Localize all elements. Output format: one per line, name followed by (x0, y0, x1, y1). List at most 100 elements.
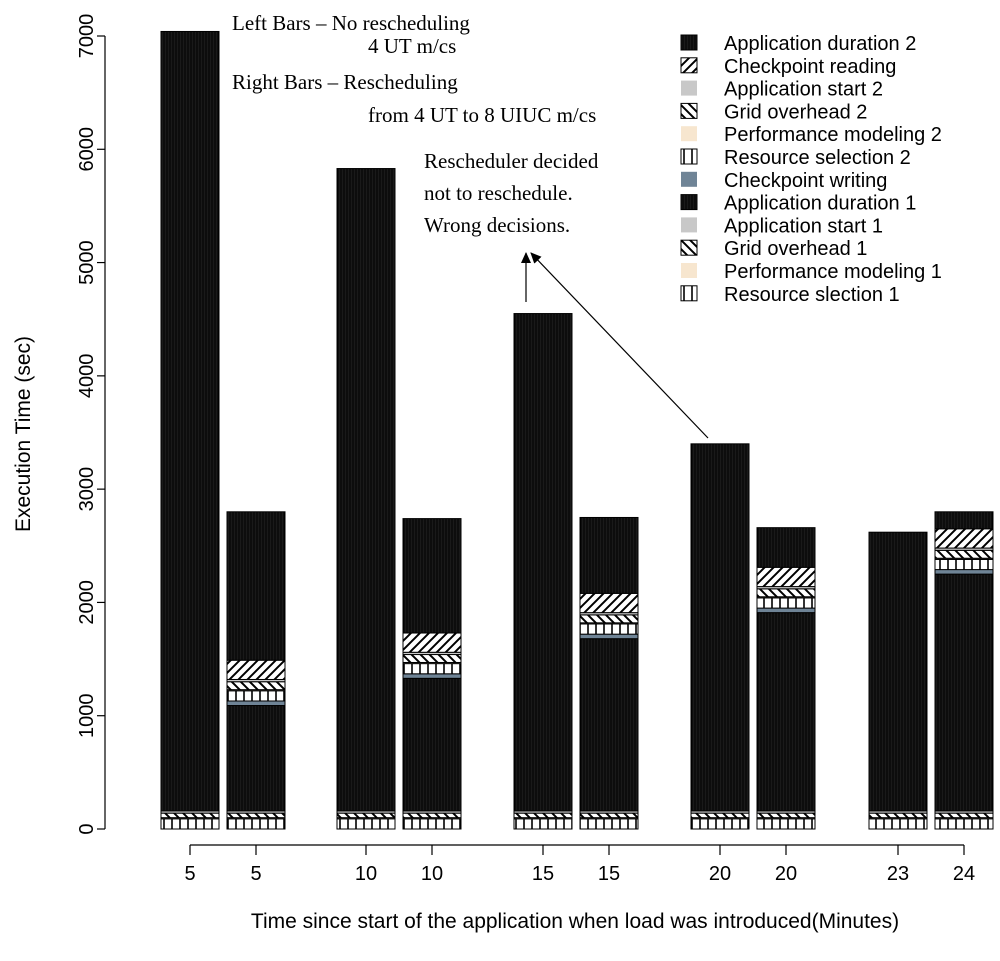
y-tick-label: 4000 (76, 354, 98, 399)
bar-segment-checkpoint-reading (579, 592, 639, 614)
arrow-to-note-diagonal (530, 252, 709, 439)
bar-segment-resource-slection-1 (934, 818, 994, 830)
bar-segment-grid-overhead-1 (690, 812, 750, 819)
bar-segment-checkpoint-reading (226, 659, 286, 680)
bar-segment-resource-selection-2 (402, 663, 462, 675)
x-tick-label: 10 (421, 863, 443, 885)
legend-swatch (680, 194, 698, 211)
bar-segment-application-duration-1 (336, 168, 396, 812)
x-tick-label: 15 (532, 863, 554, 885)
legend-item-application-duration-2: Application duration 2 (680, 33, 916, 55)
bar-segment-resource-slection-1 (336, 818, 396, 830)
y-tick-label: 6000 (76, 127, 98, 172)
bar-segment-application-duration-1 (868, 531, 928, 812)
legend-item-application-duration-1: Application duration 1 (680, 193, 916, 215)
bar-segment-application-duration-2 (756, 527, 816, 568)
y-tick-label: 2000 (76, 580, 98, 625)
bar-segment-checkpoint-reading (934, 528, 994, 549)
annotation-note-line2: not to reschedule. (424, 181, 573, 205)
x-tick-label: 5 (250, 863, 261, 885)
x-tick-label: 23 (887, 863, 909, 885)
bar-segment-application-duration-1 (226, 705, 286, 812)
bar-segment-resource-slection-1 (690, 818, 750, 830)
y-tick-label: 5000 (76, 240, 98, 285)
annotation-right-bars-line2: from 4 UT to 8 UIUC m/cs (368, 103, 596, 127)
legend-swatch (681, 80, 697, 96)
bar-segment-grid-overhead-1 (513, 812, 573, 819)
bar-segment-grid-overhead-1 (934, 812, 994, 819)
bar-segment-checkpoint-reading (402, 632, 462, 653)
annotation-note-line3: Wrong decisions. (424, 213, 570, 237)
bar-stack-7 (690, 443, 750, 830)
y-tick-label: 1000 (76, 693, 98, 738)
x-axis-label: Time since start of the application when… (251, 910, 899, 933)
bar-stack-9 (868, 531, 928, 830)
bar-segment-grid-overhead-1 (336, 812, 396, 819)
legend-label: Resource slection 1 (724, 284, 900, 306)
legend-label: Performance modeling 1 (724, 261, 942, 283)
legend-item-checkpoint-writing: Checkpoint writing (681, 170, 887, 192)
legend-label: Application duration 2 (724, 33, 916, 55)
x-tick-label: 10 (355, 863, 377, 885)
bars (160, 30, 994, 830)
bar-segment-grid-overhead-2 (934, 549, 994, 559)
bar-segment-resource-slection-1 (402, 818, 462, 830)
axes: 0 1000 2000 3000 4000 5000 6000 7000 5 5 10 10 15 15 2… (76, 14, 975, 885)
bar-segment-application-duration-1 (160, 30, 220, 812)
legend-label: Application start 2 (724, 79, 883, 101)
bar-stack-1 (160, 30, 220, 830)
legend-label: Checkpoint writing (724, 170, 887, 192)
legend-item-performance-modeling-2: Performance modeling 2 (681, 124, 942, 146)
legend-swatch (681, 171, 697, 187)
bar-stack-10 (934, 511, 994, 830)
legend-item-application-start-2: Application start 2 (681, 79, 883, 101)
legend-swatch (680, 285, 698, 302)
annotation-left-bars-line2: 4 UT m/cs (368, 34, 456, 58)
bar-segment-resource-slection-1 (226, 818, 286, 830)
bar-segment-resource-selection-2 (756, 597, 816, 609)
legend-label: Application duration 1 (724, 193, 916, 215)
bar-segment-checkpoint-writing (579, 633, 639, 640)
bar-segment-grid-overhead-1 (756, 812, 816, 819)
bar-segment-application-duration-1 (513, 313, 573, 812)
bar-segment-resource-slection-1 (513, 818, 573, 830)
bar-segment-grid-overhead-2 (756, 588, 816, 598)
bar-segment-grid-overhead-1 (402, 812, 462, 819)
bar-segment-grid-overhead-2 (402, 654, 462, 663)
bar-segment-grid-overhead-1 (579, 812, 639, 819)
bar-stack-5 (513, 313, 573, 830)
bar-segment-checkpoint-writing (402, 673, 462, 679)
bar-segment-application-duration-1 (690, 443, 750, 812)
bar-segment-resource-slection-1 (579, 818, 639, 830)
legend-label: Performance modeling 2 (724, 124, 942, 146)
y-tick-label: 7000 (76, 14, 98, 59)
bar-stack-3 (336, 168, 396, 830)
bar-segment-application-duration-2 (579, 516, 639, 594)
bar-segment-resource-selection-2 (226, 690, 286, 702)
legend-swatch (680, 148, 698, 165)
legend-label: Application start 1 (724, 215, 883, 237)
legend-swatch (680, 34, 698, 51)
bar-stack-4 (402, 518, 462, 830)
bar-segment-resource-selection-2 (579, 623, 639, 635)
legend-item-grid-overhead-2: Grid overhead 2 (680, 101, 867, 123)
bar-segment-grid-overhead-1 (160, 812, 220, 819)
bar-stack-6 (579, 516, 639, 830)
x-tick-label: 5 (184, 863, 195, 885)
legend-swatch (680, 239, 698, 256)
legend-item-application-start-1: Application start 1 (681, 215, 883, 237)
legend-item-resource-selection-2: Resource selection 2 (680, 147, 911, 169)
bar-segment-grid-overhead-2 (579, 614, 639, 624)
bar-segment-resource-slection-1 (160, 818, 220, 830)
legend-label: Resource selection 2 (724, 147, 911, 169)
legend-item-performance-modeling-1: Performance modeling 1 (681, 261, 942, 283)
bar-segment-grid-overhead-1 (868, 812, 928, 819)
x-tick-label: 15 (598, 863, 620, 885)
bar-segment-application-duration-1 (934, 573, 994, 812)
bar-segment-checkpoint-writing (934, 569, 994, 575)
bar-segment-application-duration-2 (226, 511, 286, 661)
bar-segment-application-duration-1 (402, 677, 462, 812)
legend-swatch (681, 126, 697, 142)
bar-segment-resource-slection-1 (868, 818, 928, 830)
